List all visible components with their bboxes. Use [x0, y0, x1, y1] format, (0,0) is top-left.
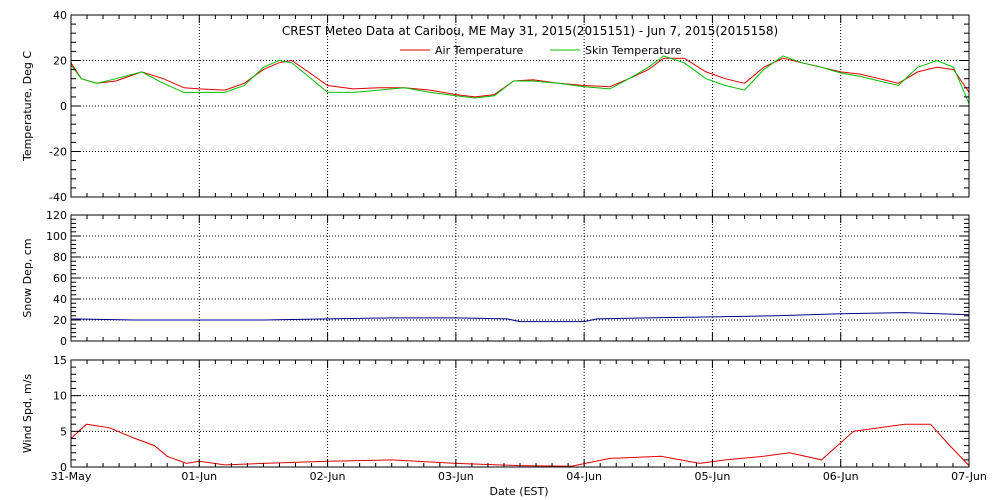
wind-ticks: 0 5 10 15: [53, 354, 970, 474]
wind-panel-frame: [70, 359, 970, 468]
y-tick-label: 0: [60, 100, 67, 113]
wind-panel: 0 5 10 15 Wind Spd, m/s: [21, 354, 970, 474]
y-tick-label: 5: [60, 425, 67, 438]
temperature-legend: Air Temperature Skin Temperature: [400, 44, 682, 57]
temperature-series: [70, 55, 970, 104]
wind-series-line-0: [70, 423, 970, 467]
y-tick-label: 20: [53, 55, 67, 68]
snow-y-axis-label: Snow Dep, cm: [21, 238, 34, 317]
y-tick-label: 0: [60, 335, 67, 348]
y-tick-label: 120: [46, 209, 67, 222]
x-tick-label: 02-Jun: [310, 470, 346, 483]
x-tick-label: 31-May: [51, 470, 92, 483]
y-tick-label: 15: [53, 354, 67, 367]
temperature-series-line-1: [70, 55, 970, 104]
y-tick-label: 40: [53, 293, 67, 306]
y-tick-label: 0: [60, 461, 67, 474]
x-axis-label: Date (EST): [489, 485, 548, 498]
legend-label-skin: Skin Temperature: [585, 44, 682, 57]
snow-panel: 0 20 40 60 80 100 120 Snow Dep, cm: [21, 209, 970, 348]
wind-y-axis-label: Wind Spd, m/s: [21, 374, 34, 454]
x-tick-label: 03-Jun: [438, 470, 474, 483]
y-tick-label: 100: [46, 230, 67, 243]
temperature-y-axis-label: Temperature, Deg C: [21, 51, 34, 162]
chart-title: CREST Meteo Data at Caribou, ME May 31, …: [282, 24, 778, 38]
x-tick-label: 05-Jun: [695, 470, 731, 483]
temperature-grid: [71, 15, 969, 197]
snow-panel-frame: [70, 214, 970, 342]
temperature-panel: -40 -20 0 20 40 Temperature, Deg C Air Tempe…: [21, 9, 970, 204]
y-tick-label: 80: [53, 251, 67, 264]
x-tick-label: 06-Jun: [823, 470, 859, 483]
snow-series: [70, 312, 970, 323]
temperature-panel-frame: [70, 14, 970, 198]
y-tick-label: 20: [53, 314, 67, 327]
wind-grid: [71, 360, 969, 467]
x-tick-label: 01-Jun: [181, 470, 217, 483]
snow-series-line-0: [70, 312, 970, 323]
x-tick-labels: 31-May 01-Jun 02-Jun 03-Jun 04-Jun 05-Jun 06-J…: [51, 470, 987, 483]
wind-series: [70, 423, 970, 467]
y-tick-label: 60: [53, 272, 67, 285]
y-tick-label: 40: [53, 9, 67, 22]
legend-label-air: Air Temperature: [435, 44, 524, 57]
x-tick-label: 04-Jun: [566, 470, 602, 483]
y-tick-label: -40: [49, 191, 67, 204]
y-tick-label: 10: [53, 390, 67, 403]
y-tick-label: -20: [49, 146, 67, 159]
temperature-series-line-0: [70, 57, 970, 98]
x-tick-label: 07-Jun: [951, 470, 987, 483]
